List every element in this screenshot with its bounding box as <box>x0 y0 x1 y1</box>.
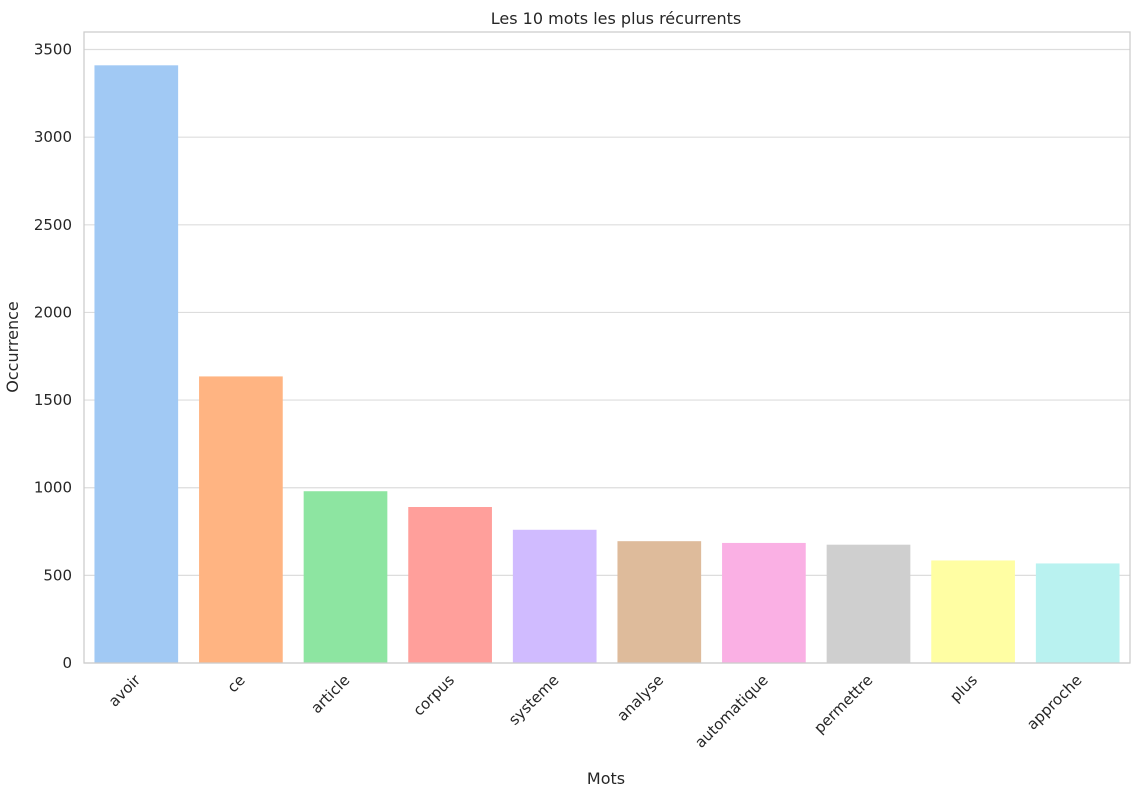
y-axis-ticks: 0 500 1000 1500 2000 2500 3000 3500 <box>34 41 72 672</box>
bar-permettre <box>826 544 911 663</box>
bars <box>94 65 1120 663</box>
plot-frame <box>83 31 1131 664</box>
y-axis-label: Occurrence <box>3 301 22 392</box>
chart-title: Les 10 mots les plus récurrents <box>491 9 741 28</box>
y-tick-label: 500 <box>43 566 72 584</box>
x-tick-label: approche <box>1023 671 1085 733</box>
x-tick-label: ce <box>224 671 249 696</box>
x-tick-label: article <box>307 671 353 717</box>
bar-plus <box>931 560 1015 663</box>
x-tick-label: permettre <box>810 671 876 737</box>
y-tick-label: 2000 <box>34 303 72 321</box>
bar-corpus <box>408 507 492 663</box>
y-tick-label: 1000 <box>34 479 72 497</box>
bar-systeme <box>512 529 597 663</box>
x-axis-label: Mots <box>587 769 625 788</box>
y-tick-label: 3000 <box>34 128 72 146</box>
x-tick-label: avoir <box>105 671 145 711</box>
bar-analyse <box>617 541 702 663</box>
y-tick-label: 1500 <box>34 391 72 409</box>
y-tick-label: 3500 <box>34 41 72 59</box>
x-tick-label: plus <box>946 671 981 706</box>
bar-avoir <box>94 65 179 663</box>
bar-approche <box>1035 563 1120 663</box>
x-axis-ticks: avoir ce article corpus systeme analyse automa… <box>105 671 1086 752</box>
x-tick-label: corpus <box>410 671 459 720</box>
y-tick-label: 0 <box>62 654 72 672</box>
bar-ce <box>199 376 283 663</box>
x-tick-label: systeme <box>505 671 563 729</box>
y-tick-label: 2500 <box>34 216 72 234</box>
x-tick-label: automatique <box>691 671 772 752</box>
bar-article <box>303 491 388 663</box>
bar-automatique <box>722 542 806 663</box>
x-tick-label: analyse <box>613 671 667 725</box>
